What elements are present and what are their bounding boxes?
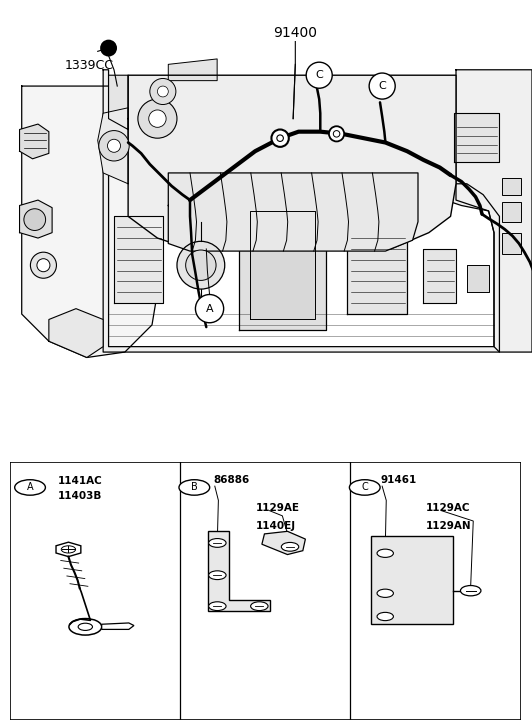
Polygon shape — [347, 228, 407, 314]
Circle shape — [377, 612, 393, 621]
Text: 11403B: 11403B — [58, 491, 103, 502]
FancyBboxPatch shape — [502, 233, 521, 254]
Polygon shape — [168, 173, 418, 251]
FancyBboxPatch shape — [371, 537, 453, 624]
Polygon shape — [20, 200, 52, 238]
Text: 86886: 86886 — [213, 475, 250, 485]
Circle shape — [209, 602, 226, 611]
Circle shape — [271, 129, 289, 147]
Polygon shape — [467, 265, 488, 292]
Circle shape — [369, 73, 395, 99]
Circle shape — [177, 241, 225, 289]
Circle shape — [61, 546, 76, 553]
Polygon shape — [114, 217, 163, 303]
Text: C: C — [361, 483, 368, 492]
Polygon shape — [109, 75, 128, 129]
Circle shape — [69, 619, 102, 635]
Circle shape — [306, 63, 332, 88]
Polygon shape — [103, 70, 500, 352]
Polygon shape — [49, 309, 103, 358]
Circle shape — [186, 250, 216, 281]
Circle shape — [150, 79, 176, 105]
Text: 1339CC: 1339CC — [65, 59, 114, 72]
Text: 1129AE: 1129AE — [256, 503, 300, 513]
Polygon shape — [56, 542, 81, 557]
Polygon shape — [128, 75, 456, 249]
Circle shape — [334, 131, 340, 137]
Circle shape — [329, 126, 344, 142]
FancyBboxPatch shape — [10, 462, 521, 720]
Polygon shape — [454, 113, 500, 162]
Polygon shape — [20, 124, 49, 158]
Circle shape — [461, 585, 481, 596]
Text: 91400: 91400 — [273, 26, 317, 41]
Text: 1129AN: 1129AN — [426, 521, 472, 531]
Circle shape — [37, 259, 50, 272]
Text: A: A — [206, 304, 213, 313]
Polygon shape — [22, 86, 157, 358]
Circle shape — [99, 131, 129, 161]
Circle shape — [377, 549, 393, 558]
Circle shape — [277, 135, 284, 142]
Circle shape — [149, 110, 166, 127]
Text: A: A — [27, 483, 34, 492]
Polygon shape — [208, 531, 270, 611]
Circle shape — [195, 294, 223, 323]
Text: C: C — [378, 81, 386, 91]
Circle shape — [138, 99, 177, 138]
FancyBboxPatch shape — [502, 202, 521, 222]
FancyBboxPatch shape — [502, 178, 521, 195]
Circle shape — [209, 571, 226, 579]
Circle shape — [251, 602, 268, 611]
Polygon shape — [98, 108, 128, 184]
Circle shape — [78, 623, 93, 630]
Circle shape — [24, 209, 46, 230]
Text: 1129AC: 1129AC — [426, 503, 471, 513]
Polygon shape — [456, 70, 532, 352]
Circle shape — [281, 542, 299, 551]
Polygon shape — [423, 249, 456, 303]
Text: B: B — [191, 483, 198, 492]
Polygon shape — [168, 59, 217, 81]
Text: C: C — [315, 71, 323, 80]
Polygon shape — [239, 200, 326, 330]
Polygon shape — [262, 531, 305, 555]
Circle shape — [209, 539, 226, 547]
Circle shape — [157, 86, 168, 97]
Circle shape — [377, 589, 393, 598]
Circle shape — [15, 480, 45, 495]
Polygon shape — [250, 211, 315, 319]
Circle shape — [30, 252, 56, 278]
Circle shape — [350, 480, 380, 495]
Text: 1140EJ: 1140EJ — [256, 521, 296, 531]
Text: 91461: 91461 — [380, 475, 417, 485]
Circle shape — [179, 480, 210, 495]
Circle shape — [101, 41, 116, 56]
Circle shape — [107, 140, 121, 152]
Text: 1141AC: 1141AC — [58, 476, 103, 486]
Polygon shape — [102, 623, 134, 630]
